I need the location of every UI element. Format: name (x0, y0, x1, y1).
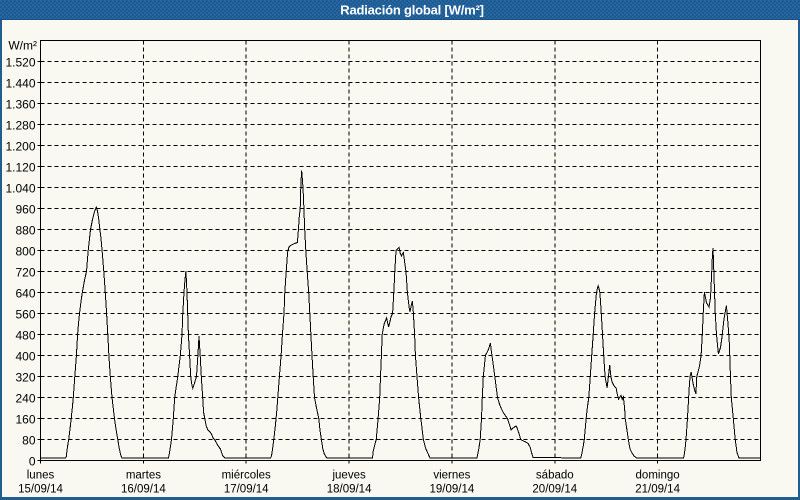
svg-text:martes: martes (126, 470, 161, 482)
svg-text:lunes: lunes (27, 470, 55, 482)
svg-text:1.360: 1.360 (5, 98, 35, 112)
svg-text:viernes: viernes (433, 470, 470, 482)
svg-text:1.280: 1.280 (5, 119, 35, 133)
svg-text:480: 480 (15, 329, 35, 343)
svg-text:960: 960 (15, 203, 35, 217)
svg-text:560: 560 (15, 308, 35, 322)
svg-text:1.040: 1.040 (5, 182, 35, 196)
svg-text:Radiación global [W/m²]: Radiación global [W/m²] (340, 3, 483, 18)
svg-text:320: 320 (15, 371, 35, 385)
svg-text:720: 720 (15, 266, 35, 280)
svg-text:19/09/14: 19/09/14 (430, 484, 475, 496)
svg-text:15/09/14: 15/09/14 (18, 484, 63, 496)
svg-text:sábado: sábado (536, 470, 574, 482)
svg-text:160: 160 (15, 413, 35, 427)
svg-text:jueves: jueves (331, 470, 365, 482)
svg-text:240: 240 (15, 392, 35, 406)
svg-text:800: 800 (15, 245, 35, 259)
svg-text:16/09/14: 16/09/14 (121, 484, 166, 496)
svg-text:17/09/14: 17/09/14 (224, 484, 269, 496)
svg-text:640: 640 (15, 287, 35, 301)
svg-text:400: 400 (15, 350, 35, 364)
svg-text:1.200: 1.200 (5, 140, 35, 154)
svg-text:20/09/14: 20/09/14 (532, 484, 577, 496)
svg-text:1.120: 1.120 (5, 161, 35, 175)
svg-text:domingo: domingo (636, 470, 680, 482)
svg-text:W/m²: W/m² (8, 39, 37, 53)
svg-text:880: 880 (15, 224, 35, 238)
svg-text:1.520: 1.520 (5, 56, 35, 70)
svg-text:80: 80 (22, 434, 36, 448)
svg-text:miércoles: miércoles (222, 470, 271, 482)
svg-text:18/09/14: 18/09/14 (327, 484, 372, 496)
svg-text:1.440: 1.440 (5, 77, 35, 91)
svg-text:0: 0 (29, 455, 36, 469)
svg-text:21/09/14: 21/09/14 (635, 484, 680, 496)
